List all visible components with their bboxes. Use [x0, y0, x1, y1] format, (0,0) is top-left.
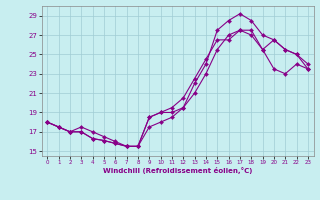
- X-axis label: Windchill (Refroidissement éolien,°C): Windchill (Refroidissement éolien,°C): [103, 167, 252, 174]
